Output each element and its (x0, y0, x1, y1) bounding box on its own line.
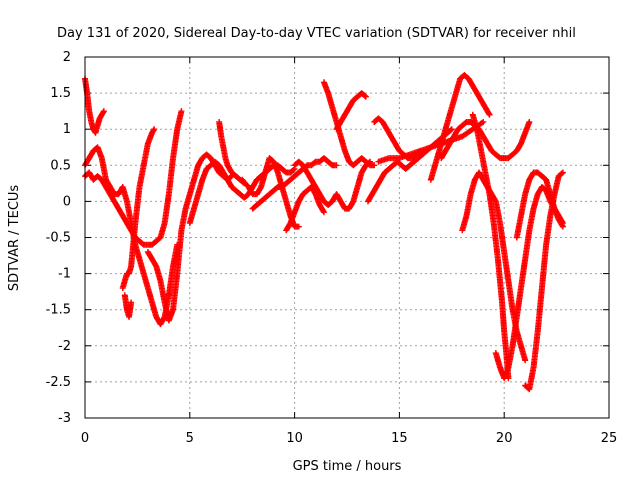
data-point (559, 223, 566, 230)
series-1 (82, 144, 181, 328)
series-4 (121, 292, 135, 320)
chart-title: Day 131 of 2020, Sidereal Day-to-day VTE… (57, 26, 576, 41)
data-point (486, 111, 493, 118)
y-tick-label: -1.5 (46, 303, 71, 318)
data-point (522, 357, 529, 364)
x-tick-label: 0 (81, 431, 89, 446)
x-tick-label: 20 (496, 431, 513, 446)
series-19 (459, 169, 529, 364)
series-17 (427, 72, 493, 183)
data-point (480, 118, 487, 125)
data-point (151, 126, 158, 133)
y-axis-label: SDTVAR / TECUs (7, 185, 22, 292)
data-point (371, 162, 378, 169)
x-tick-label: 25 (601, 431, 618, 446)
x-axis-label: GPS time / hours (293, 459, 402, 474)
plot-frame (84, 56, 610, 419)
data-point (526, 118, 533, 125)
y-tick-label: 1.5 (50, 86, 71, 101)
x-tick-label: 10 (286, 431, 303, 446)
data-point (558, 170, 565, 177)
series-13 (333, 90, 369, 133)
series-8 (239, 155, 302, 230)
data-point (361, 92, 368, 99)
series-23 (522, 169, 566, 393)
series-20 (469, 111, 512, 382)
data-point (320, 209, 327, 216)
data-point (362, 93, 369, 100)
series-0 (82, 75, 107, 136)
series-18 (438, 118, 533, 162)
series-11 (283, 183, 327, 234)
series-3 (119, 126, 158, 292)
data-point (290, 166, 297, 173)
data-point (178, 108, 185, 115)
data-point (333, 162, 340, 169)
data-point (295, 223, 302, 230)
x-tick-label: 15 (391, 431, 408, 446)
y-tick-label: -0.5 (46, 231, 71, 246)
y-tick-label: 0 (63, 194, 71, 209)
axis-ticks: 0 5 10 15 20 25 -3 -2.5 -2 -1.5 -1 -0.5 0 0.5 1 1.5 2 (46, 50, 618, 446)
data-point (559, 169, 566, 176)
y-tick-label: -2 (58, 339, 71, 354)
y-tick-label: -3 (58, 411, 71, 426)
data-point (128, 299, 135, 306)
data-point (448, 126, 455, 133)
x-tick-label: 5 (186, 431, 194, 446)
data-points (82, 72, 566, 393)
series-10 (291, 158, 374, 212)
y-tick-label: -1 (58, 267, 71, 282)
y-tick-label: 2 (63, 50, 71, 65)
y-tick-label: 1 (63, 122, 71, 137)
y-tick-label: 0.5 (50, 158, 71, 173)
data-point (100, 108, 107, 115)
data-point (447, 127, 454, 134)
y-tick-label: -2.5 (46, 375, 71, 390)
series-9 (249, 155, 340, 212)
series-12 (320, 79, 378, 169)
